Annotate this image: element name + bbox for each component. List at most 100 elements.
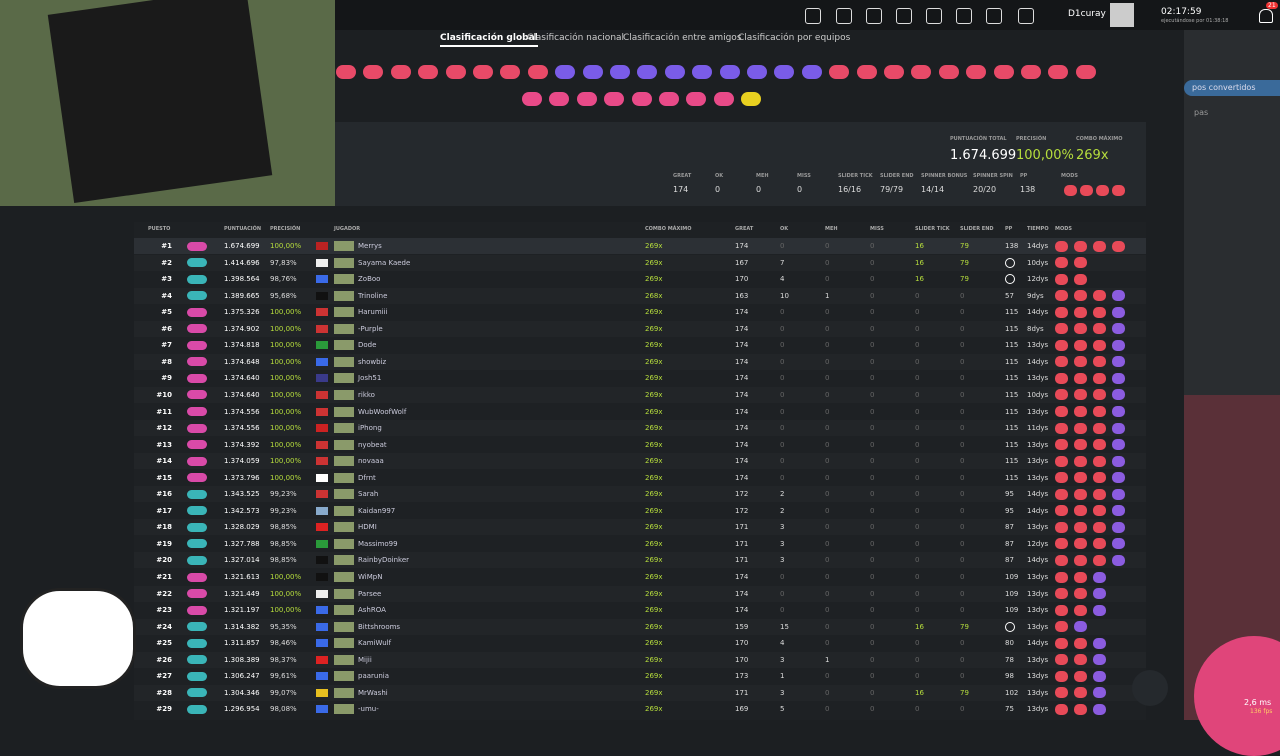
mod-button[interactable] [1075, 65, 1096, 79]
player[interactable]: showbiz [358, 357, 387, 366]
mod-button[interactable] [610, 65, 630, 79]
mod-button[interactable] [418, 65, 439, 79]
nav-icon[interactable] [956, 8, 972, 24]
leaderboard-row[interactable]: #2 1.414.696 97,83% Sayama Kaede 269x 167 7 0 0 1… [134, 254, 1146, 271]
leaderboard-row[interactable]: #28 1.304.346 99,07% MrWashi 269x 171 3 0 0 16 79 1… [134, 684, 1146, 701]
nav-icon[interactable] [896, 8, 912, 24]
mod-button[interactable] [631, 92, 652, 106]
leaderboard-row[interactable]: #3 1.398.564 98,76% ZoBoo 269x 170 4 0 0 16 79 12dy… [134, 271, 1146, 287]
player[interactable]: MrWashi [358, 688, 388, 697]
tab[interactable]: Clasificación entre amigos [623, 33, 742, 43]
avatar[interactable] [1110, 3, 1134, 27]
player[interactable]: Mijii [358, 655, 372, 664]
scroll-top-button[interactable] [1132, 670, 1168, 706]
mod-button[interactable] [774, 65, 795, 79]
leaderboard-row[interactable]: #20 1.327.014 98,85% RainbyDoinker 269x 171 3 0… [134, 552, 1146, 569]
player[interactable]: Dode [358, 341, 377, 350]
mod-button[interactable] [659, 92, 679, 106]
player[interactable]: iPhong [358, 424, 382, 433]
player[interactable]: Merrys [358, 242, 382, 250]
player[interactable]: rikko [358, 390, 375, 399]
leaderboard-row[interactable]: #13 1.374.392 100,00% nyobeat 269x 174 0 0 0 0 0 11… [134, 437, 1146, 453]
leaderboard-row[interactable]: #4 1.389.665 95,68% Trinoline 268x 163 10 1 0 0 0 5… [134, 287, 1146, 304]
leaderboard-row[interactable]: #12 1.374.556 100,00% iPhong 269x 174 0 0 0 0 0 115… [134, 420, 1146, 437]
mod-button[interactable] [549, 92, 570, 106]
player[interactable]: WubWoofWolf [358, 407, 407, 416]
mod-button[interactable] [719, 65, 740, 79]
player[interactable]: Josh51 [358, 374, 382, 383]
mod-button[interactable] [336, 65, 356, 79]
notification-bell[interactable] [1259, 9, 1273, 23]
mod-button[interactable] [390, 65, 411, 79]
player[interactable]: Trinoline [358, 291, 388, 300]
player[interactable]: Sayama Kaede [358, 258, 411, 267]
leaderboard-row[interactable]: #25 1.311.857 98,46% KamiWulf 269x 170 4 0 0 0 0 80… [134, 635, 1146, 651]
leaderboard-row[interactable]: #15 1.373.796 100,00% Dfrnt 269x 174 0 0 0 0 0 115 1… [134, 470, 1146, 486]
mod-button[interactable] [747, 65, 767, 79]
leaderboard-row[interactable]: #27 1.306.247 99,61% paarunia 269x 173 1 0 0 0 0 98… [134, 668, 1146, 684]
mod-button[interactable] [966, 65, 987, 79]
player[interactable]: Sarah [358, 490, 379, 499]
mod-button[interactable] [555, 65, 576, 79]
mod-button[interactable] [363, 65, 384, 79]
mod-button[interactable] [884, 65, 904, 79]
leaderboard-row[interactable]: #18 1.328.029 98,85% HDMI 269x 171 3 0 0 0 0 87 13dy… [134, 519, 1146, 536]
leaderboard-row[interactable]: #9 1.374.640 100,00% Josh51 269x 174 0 0 0 0 0 115 1… [134, 370, 1146, 386]
tab[interactable]: Clasificación nacional [527, 33, 625, 43]
player[interactable]: paarunia [358, 672, 390, 681]
player[interactable]: Kaidan997 [358, 506, 396, 515]
player[interactable]: KamiWulf [358, 639, 392, 648]
tab[interactable]: Clasificación por equipos [738, 33, 851, 43]
leaderboard-row[interactable]: #5 1.375.326 100,00% Harumiii 269x 174 0 0 0 0 0 11… [134, 304, 1146, 320]
nav-icon[interactable] [836, 8, 852, 24]
nav-icon[interactable] [1018, 8, 1034, 24]
mod-button[interactable] [473, 65, 493, 79]
leaderboard-row[interactable]: #17 1.342.573 99,23% Kaidan997 269x 172 2 0 0 0 0 9… [134, 503, 1146, 519]
mod-button[interactable] [829, 65, 850, 79]
player[interactable]: RainbyDoinker [358, 556, 410, 565]
mod-button[interactable] [856, 65, 877, 79]
mod-button[interactable] [1021, 65, 1041, 79]
nav-icon[interactable] [986, 8, 1002, 24]
player[interactable]: -umu- [358, 705, 379, 714]
leaderboard-row[interactable]: #21 1.321.613 100,00% WiMpN 269x 174 0 0 0 0 0 109 1… [134, 569, 1146, 585]
player[interactable]: Harumiii [358, 308, 388, 317]
nav-icon[interactable] [805, 8, 821, 24]
leaderboard-row[interactable]: #23 1.321.197 100,00% AshROA 269x 174 0 0 0 0 0 109… [134, 602, 1146, 618]
leaderboard-row[interactable]: #19 1.327.788 98,85% Massimo99 269x 171 3 0 0 0 0 8… [134, 536, 1146, 552]
mod-button[interactable] [576, 92, 597, 106]
player[interactable]: AshROA [358, 606, 386, 615]
nav-icon[interactable] [866, 8, 882, 24]
mod-button[interactable] [801, 65, 822, 79]
mod-button[interactable] [713, 92, 734, 106]
leaderboard-row[interactable]: #8 1.374.648 100,00% showbiz 269x 174 0 0 0 0 0 115… [134, 353, 1146, 370]
player[interactable]: Massimo99 [358, 539, 398, 548]
player[interactable]: Dfrnt [358, 473, 376, 482]
tab[interactable]: Clasificación global [440, 33, 538, 47]
mod-button[interactable] [741, 92, 762, 106]
mod-button[interactable] [692, 65, 713, 79]
username[interactable]: D1curay [1068, 9, 1106, 19]
mod-button[interactable] [664, 65, 685, 79]
leaderboard-row[interactable]: #10 1.374.640 100,00% rikko 269x 174 0 0 0 0 0 115 1… [134, 386, 1146, 403]
mod-button[interactable] [522, 92, 542, 106]
leaderboard-row[interactable]: #26 1.308.389 98,37% Mijii 269x 170 3 1 0 0 0 78 13d… [134, 651, 1146, 668]
leaderboard-row[interactable]: #1 1.674.699 100,00% Merrys 269x 174 0 0 0 16 79 13… [134, 238, 1146, 254]
mod-button[interactable] [582, 65, 603, 79]
leaderboard-row[interactable]: #6 1.374.902 100,00% -Purple 269x 174 0 0 0 0 0 115… [134, 320, 1146, 337]
mod-button[interactable] [527, 65, 548, 79]
mod-button[interactable] [604, 92, 625, 106]
leaderboard-row[interactable]: #11 1.374.556 100,00% WubWoofWolf 269x 174 0 0 0… [134, 404, 1146, 420]
leaderboard-row[interactable]: #7 1.374.818 100,00% Dode 269x 174 0 0 0 0 0 115 13d… [134, 337, 1146, 353]
player[interactable]: Bittshrooms [358, 622, 401, 631]
player[interactable]: Parsee [358, 589, 382, 598]
leaderboard-row[interactable]: #29 1.296.954 98,08% -umu- 269x 169 5 0 0 0 0 75 13d… [134, 701, 1146, 717]
nav-icon[interactable] [926, 8, 942, 24]
leaderboard-row[interactable]: #22 1.321.449 100,00% Parsee 269x 174 0 0 0 0 0 109… [134, 585, 1146, 602]
mod-button[interactable] [637, 65, 658, 79]
player[interactable]: ZoBoo [358, 275, 381, 284]
player[interactable]: novaaa [358, 457, 384, 466]
player[interactable]: nyobeat [358, 440, 387, 449]
mod-button[interactable] [686, 92, 707, 106]
mod-button[interactable] [911, 65, 932, 79]
